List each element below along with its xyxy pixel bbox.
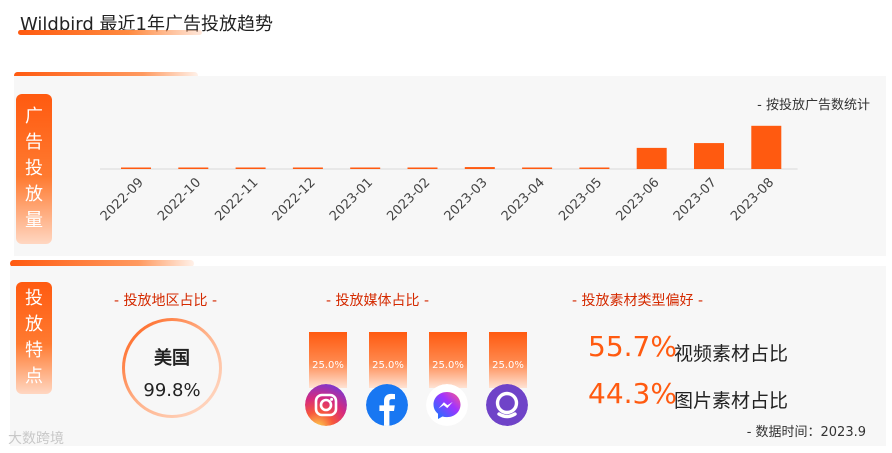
bar-2023-08	[751, 125, 782, 169]
instagram-icon	[305, 384, 347, 426]
trend-side-char: 量	[25, 210, 43, 231]
media-col-audience-network	[489, 332, 527, 388]
trend-side-char: 放	[25, 184, 43, 205]
features-side-char: 点	[25, 366, 43, 387]
x-tick-label: 2022-11	[212, 175, 261, 224]
facebook-icon	[366, 384, 408, 426]
bar-2022-11	[235, 167, 266, 169]
features-side-char: 放	[25, 314, 43, 335]
bar-2023-05	[579, 167, 610, 169]
x-tick-label: 2023-07	[671, 175, 720, 224]
audience-network-icon	[486, 384, 528, 426]
image-label: 图片素材占比	[674, 390, 789, 412]
trend-side-char: 告	[25, 132, 43, 153]
x-tick-label: 2023-06	[614, 175, 663, 224]
bar-2023-02	[407, 167, 438, 169]
media-col-messenger	[429, 332, 467, 388]
x-tick-label: 2023-02	[384, 175, 433, 224]
media-pct-audience-network: 25.0%	[492, 360, 524, 371]
title-underline	[18, 30, 202, 35]
bar-2023-07	[694, 143, 724, 169]
x-tick-label: 2023-04	[499, 175, 548, 224]
section-divider-trend	[14, 72, 198, 79]
trend-side-char: 投	[25, 158, 43, 179]
trend-side-char: 广	[25, 106, 43, 127]
region-title: - 投放地区占比 -	[114, 293, 218, 309]
video-label: 视频素材占比	[674, 343, 789, 365]
media-pct-instagram: 25.0%	[312, 360, 344, 371]
media-col-facebook	[369, 332, 407, 388]
bar-2023-06	[636, 147, 667, 169]
trend-note: - 按投放广告数统计	[757, 98, 870, 113]
media-col-instagram	[309, 332, 347, 388]
x-tick-label: 2022-09	[100, 175, 147, 224]
bar-2022-10	[178, 167, 209, 169]
watermark-logo: 大数跨境	[8, 431, 64, 447]
material-title: - 投放素材类型偏好 -	[572, 293, 704, 309]
features-side-char: 特	[25, 340, 43, 361]
bar-2023-01	[350, 167, 381, 169]
x-tick-label: 2023-05	[556, 175, 605, 224]
data-time: - 数据时间：2023.9	[746, 425, 866, 440]
section-divider-features	[10, 260, 194, 267]
x-tick-label: 2023-03	[442, 175, 491, 224]
x-tick-label: 2022-12	[270, 175, 319, 224]
region-name: 美国	[154, 348, 190, 369]
media-title: - 投放媒体占比 -	[326, 293, 430, 309]
x-tick-label: 2022-10	[155, 175, 204, 224]
x-tick-label: 2023-01	[327, 175, 376, 224]
bar-2023-03	[464, 167, 495, 169]
region-circle	[122, 318, 222, 418]
image-pct: 44.3%	[588, 377, 677, 410]
region-pct: 99.8%	[143, 380, 201, 401]
bar-2022-12	[292, 167, 323, 169]
x-tick-label: 2023-08	[728, 175, 777, 224]
video-pct: 55.7%	[588, 330, 677, 363]
media-pct-facebook: 25.0%	[372, 360, 404, 371]
page-title: Wildbird 最近1年广告投放趋势	[20, 14, 273, 35]
bar-2023-04	[522, 167, 553, 169]
trend-bar-chart: 2022-09 2022-10 2022-11 2022-12 2023-01 2023-…	[100, 125, 798, 224]
bar-2022-09	[121, 167, 151, 169]
media-pct-messenger: 25.0%	[432, 360, 464, 371]
features-side-label: 投 放 特 点	[16, 282, 52, 394]
trend-panel	[14, 76, 886, 256]
trend-side-label: 广 告 投 放 量	[16, 94, 52, 244]
messenger-icon	[426, 384, 468, 426]
features-side-char: 投	[25, 288, 43, 309]
